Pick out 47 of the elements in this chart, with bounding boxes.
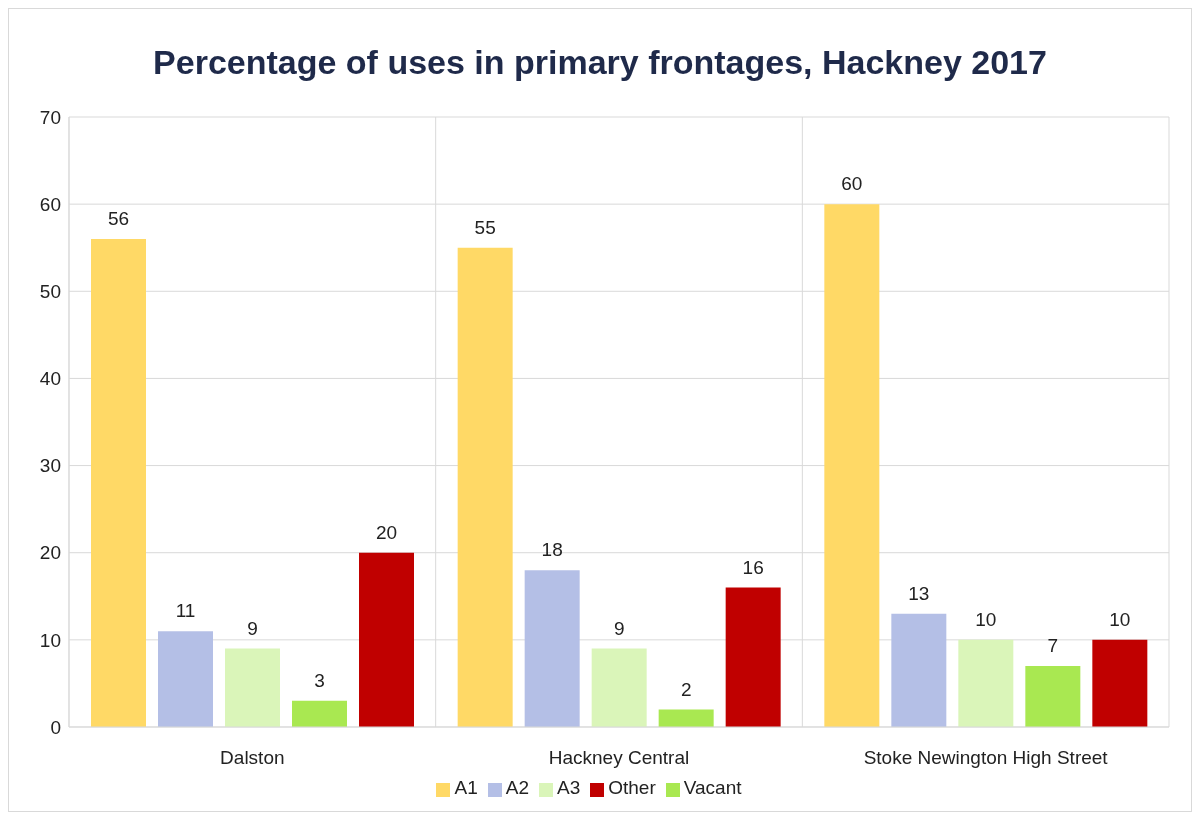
bar	[359, 552, 414, 727]
data-label: 9	[613, 617, 625, 639]
legend-label: Other	[608, 777, 656, 798]
x-tick-label: Hackney Central	[548, 747, 690, 769]
data-label: 9	[247, 617, 258, 639]
data-label: 10	[975, 608, 997, 630]
y-tick-label: 10	[39, 629, 61, 651]
data-label: 13	[908, 582, 930, 604]
data-label: 56	[107, 208, 130, 229]
chart-title: Percentage of uses in primary frontages, Hackney 2017	[152, 42, 1048, 83]
bar	[457, 247, 513, 727]
bar	[958, 639, 1014, 727]
data-label: 11	[175, 600, 196, 622]
bar	[524, 570, 580, 727]
legend-label: A2	[505, 777, 529, 798]
y-tick-label: 60	[39, 193, 61, 215]
y-tick-label: 20	[39, 542, 61, 564]
data-label: 60	[841, 173, 863, 195]
x-tick-label: Dalston	[220, 747, 285, 769]
bar	[292, 700, 347, 727]
y-tick-label: 70	[39, 106, 61, 128]
y-tick-label: 50	[39, 281, 61, 303]
bar	[1092, 639, 1148, 727]
bar	[158, 631, 213, 727]
bar	[225, 648, 280, 727]
bar	[591, 648, 647, 727]
bar	[1025, 666, 1081, 727]
data-label: 3	[314, 669, 325, 691]
y-tick-label: 40	[39, 368, 61, 390]
y-tick-label: 0	[50, 716, 61, 738]
data-label: 55	[474, 216, 496, 238]
data-label: 18	[541, 539, 563, 561]
y-tick-label: 30	[39, 455, 61, 477]
data-label: 2	[680, 678, 692, 700]
legend-label: A1	[454, 777, 478, 798]
bar	[725, 587, 781, 727]
bar	[91, 239, 146, 727]
data-label: 20	[375, 521, 398, 543]
bar	[891, 613, 947, 727]
data-label: 10	[1109, 608, 1131, 630]
legend-label: Vacant	[683, 777, 742, 798]
bar	[824, 204, 880, 727]
bar	[658, 709, 714, 727]
legend-label: A3	[556, 777, 581, 798]
x-tick-label: Stoke Newington High Street	[863, 747, 1109, 769]
data-label: 7	[1047, 635, 1059, 656]
data-label: 16	[742, 556, 764, 578]
